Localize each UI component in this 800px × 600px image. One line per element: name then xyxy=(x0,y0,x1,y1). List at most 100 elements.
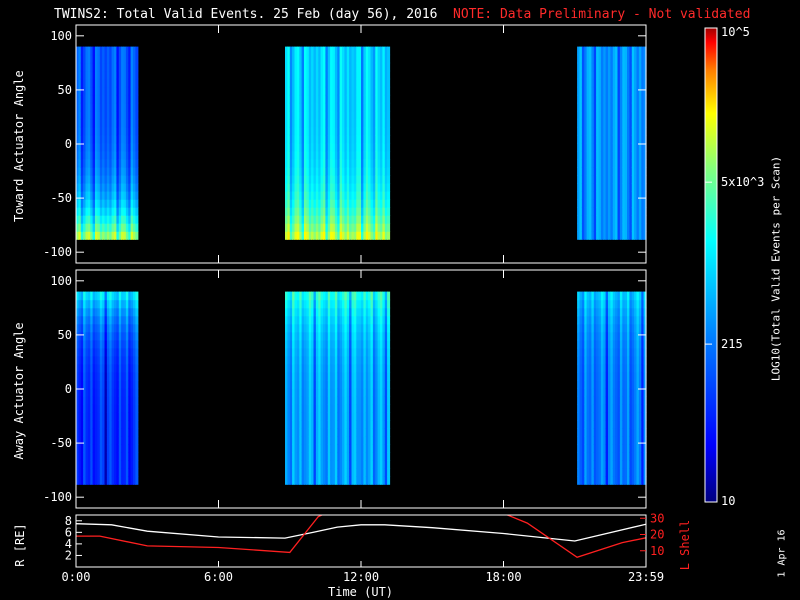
heatmap-cell xyxy=(641,118,645,128)
heatmap-cell xyxy=(368,102,372,112)
heatmap-cell xyxy=(332,299,336,309)
heatmap-cell xyxy=(125,126,129,136)
heatmap-cell xyxy=(591,444,595,453)
heatmap-cell xyxy=(308,412,312,421)
heatmap-cell xyxy=(299,395,303,405)
heatmap-cell xyxy=(125,86,129,96)
heatmap-cell xyxy=(598,323,602,333)
heatmap-cell xyxy=(287,70,291,80)
heatmap-cell xyxy=(334,118,338,128)
heatmap-cell xyxy=(353,223,357,232)
heatmap-cell xyxy=(78,395,82,405)
heatmap-cell xyxy=(634,379,638,389)
heatmap-cell xyxy=(346,331,350,341)
heatmap-cell xyxy=(612,476,616,485)
heatmap-cell xyxy=(615,54,619,64)
heatmap-cell xyxy=(368,315,372,325)
heatmap-cell xyxy=(330,86,334,96)
heatmap-cell xyxy=(608,183,611,192)
heatmap-cell xyxy=(83,387,87,397)
heatmap-cell xyxy=(636,183,640,192)
heatmap-cell xyxy=(130,150,134,160)
heatmap-cell xyxy=(380,86,383,96)
heatmap-cell xyxy=(99,86,103,96)
heatmap-cell xyxy=(337,102,341,112)
heatmap-cell xyxy=(332,339,336,349)
heatmap-cell xyxy=(363,452,367,461)
heatmap-cell xyxy=(346,476,350,485)
heatmap-cell xyxy=(361,78,364,88)
heatmap-cell xyxy=(581,207,585,216)
heatmap-cell xyxy=(104,70,108,80)
heatmap-cell xyxy=(351,404,355,413)
heatmap-cell xyxy=(111,231,115,240)
heatmap-cell xyxy=(304,468,307,477)
heatmap-cell xyxy=(598,142,602,152)
heatmap-cell xyxy=(95,307,98,317)
heatmap-cell xyxy=(600,159,604,168)
heatmap-cell xyxy=(311,86,315,96)
heatmap-cell xyxy=(603,86,607,96)
heatmap-cell xyxy=(296,102,300,112)
heatmap-cell xyxy=(598,395,602,405)
heatmap-cell xyxy=(313,436,317,445)
heatmap-cell xyxy=(349,199,353,208)
heatmap-cell xyxy=(375,299,379,309)
heatmap-cell xyxy=(299,126,303,136)
heatmap-cell xyxy=(80,215,84,224)
heatmap-cell xyxy=(356,420,360,429)
heatmap-cell xyxy=(382,175,386,184)
heatmap-cell xyxy=(610,142,614,152)
heatmap-cell xyxy=(622,150,626,160)
heatmap-cell xyxy=(622,299,626,309)
heatmap-cell xyxy=(76,183,79,192)
heatmap-cell xyxy=(641,126,645,136)
heatmap-cell xyxy=(605,167,609,176)
heatmap-cell xyxy=(330,379,334,389)
heatmap-cell xyxy=(287,291,291,301)
heatmap-cell xyxy=(78,315,82,325)
heatmap-cell xyxy=(90,395,94,405)
heatmap-cell xyxy=(617,291,621,301)
heatmap-cell xyxy=(372,142,376,152)
heatmap-cell xyxy=(377,307,381,317)
heatmap-cell xyxy=(380,191,383,200)
heatmap-cell xyxy=(344,355,348,365)
heatmap-cell xyxy=(121,183,125,192)
heatmap-cell xyxy=(600,323,604,333)
heatmap-cell xyxy=(292,46,296,56)
heatmap-cell xyxy=(353,159,357,168)
heatmap-cell xyxy=(299,70,303,80)
heatmap-cell xyxy=(586,307,590,317)
heatmap-cell xyxy=(109,142,113,152)
heatmap-cell xyxy=(306,110,310,120)
heatmap-cell xyxy=(641,460,645,469)
heatmap-cell xyxy=(87,420,91,429)
heatmap-cell xyxy=(356,215,360,224)
heatmap-cell xyxy=(643,207,647,216)
heatmap-cell xyxy=(591,468,595,477)
heatmap-cell xyxy=(133,78,136,88)
heatmap-cell xyxy=(114,175,117,184)
heatmap-cell xyxy=(99,387,103,397)
heatmap-cell xyxy=(325,444,329,453)
heatmap-cell xyxy=(622,134,626,144)
heatmap-cell xyxy=(596,468,600,477)
heatmap-cell xyxy=(289,207,293,216)
heatmap-cell xyxy=(356,142,360,152)
heatmap-cell xyxy=(92,110,96,120)
heatmap-cell xyxy=(294,379,298,389)
heatmap-cell xyxy=(372,86,376,96)
heatmap-cell xyxy=(318,159,322,168)
heatmap-cell xyxy=(643,215,647,224)
heatmap-cell xyxy=(76,159,79,168)
heatmap-cell xyxy=(308,420,312,429)
heatmap-cell xyxy=(318,62,322,72)
heatmap-cell xyxy=(106,379,110,389)
heatmap-cell xyxy=(622,323,626,333)
heatmap-cell xyxy=(334,363,338,373)
heatmap-cell xyxy=(301,291,305,301)
heatmap-cell xyxy=(617,323,621,333)
heatmap-cell xyxy=(128,307,132,317)
heatmap-cell xyxy=(596,299,600,309)
